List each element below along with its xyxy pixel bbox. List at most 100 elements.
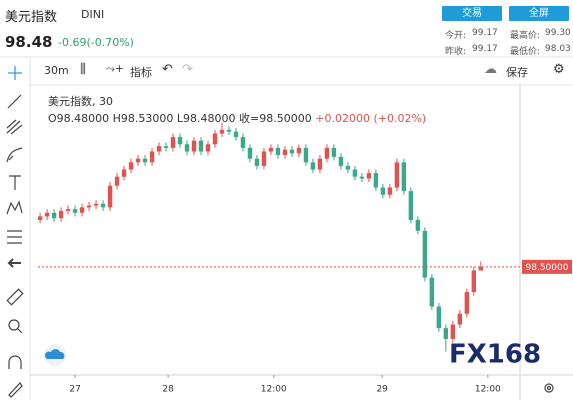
candle-body <box>163 146 169 148</box>
trade-button[interactable]: 交易 <box>442 6 502 21</box>
fib-tool[interactable] <box>6 119 23 135</box>
candle-body <box>303 147 309 163</box>
change-label: +0.02000 (+0.02%) <box>315 112 427 125</box>
candle-body <box>331 147 337 157</box>
candle-body <box>240 137 246 148</box>
trend-line-tool[interactable] <box>7 94 22 109</box>
candle-body <box>37 216 43 220</box>
cloud-icon[interactable]: ☁ <box>484 62 497 77</box>
candle-body <box>149 151 155 163</box>
x-tick-label: 29 <box>376 385 388 395</box>
zoom-tool[interactable] <box>8 319 23 334</box>
settings-button[interactable]: ⚙ <box>553 62 565 77</box>
candle-body <box>128 162 134 170</box>
ohlc-legend: O98.48000 H98.53000 L98.48000 收=98.50000… <box>48 110 426 126</box>
candle-body <box>275 147 281 156</box>
redo-button[interactable]: ↷ <box>182 62 193 77</box>
pattern-tool[interactable] <box>6 200 23 215</box>
last-price: 98.48 <box>5 33 53 51</box>
open-label: O98.48000 <box>48 112 110 125</box>
indicators-button[interactable]: 指标 <box>130 66 152 79</box>
stat-value: 99.30 <box>545 28 571 38</box>
chart-type-button[interactable]: ⫼ <box>80 62 86 77</box>
candle-body <box>387 187 393 195</box>
stat-value: 99.17 <box>472 44 498 54</box>
cloud-button[interactable] <box>44 344 66 366</box>
candle-body <box>58 210 64 219</box>
watermark: FX168 <box>449 340 541 370</box>
pencil-lock-tool[interactable] <box>8 382 23 398</box>
candle-body <box>338 156 344 166</box>
candle-body <box>380 187 386 195</box>
candle-body <box>65 209 71 211</box>
candle-body <box>51 212 57 219</box>
candle-body <box>324 147 330 159</box>
candle-body <box>100 203 106 208</box>
candle-body <box>394 162 400 188</box>
stat-label: 最低价: <box>510 47 541 57</box>
candle-body <box>135 158 141 163</box>
price-label-box <box>522 259 572 274</box>
ruler-tool[interactable] <box>6 288 24 306</box>
candle-body <box>198 140 204 152</box>
brush-tool[interactable] <box>6 147 23 163</box>
legend-title: 美元指数, 30 <box>48 95 113 108</box>
low-label: L98.48000 <box>176 112 236 125</box>
close-label: 收=98.50000 <box>239 112 312 125</box>
candle-body <box>478 266 484 271</box>
candle-body <box>79 207 85 213</box>
candle-body <box>226 129 232 132</box>
candle-body <box>170 137 176 148</box>
candle-body <box>177 137 183 145</box>
candle-body <box>450 324 456 339</box>
candle-body <box>268 147 274 152</box>
x-tick-label: 27 <box>69 385 80 395</box>
candle-body <box>296 147 302 154</box>
candle-body <box>429 277 435 307</box>
undo-button[interactable]: ↶ <box>162 62 173 77</box>
candle-body <box>310 162 316 170</box>
candle-body <box>373 173 379 188</box>
back-tool[interactable] <box>7 258 21 268</box>
candle-body <box>345 165 351 170</box>
candle-body <box>443 328 449 339</box>
instrument-name: 美元指数 <box>5 10 58 25</box>
stat-label: 今开: <box>445 31 467 41</box>
candle-body <box>156 146 162 152</box>
candle-body <box>184 144 190 152</box>
candle-body <box>261 151 267 166</box>
candle-body <box>422 230 428 278</box>
instrument-code: DINI <box>81 8 105 21</box>
candle-body <box>359 176 365 179</box>
candle-body <box>93 203 99 206</box>
stat-label: 最高价: <box>510 31 541 41</box>
x-tick-label: 12:00 <box>475 385 501 395</box>
interval-button[interactable]: 30m <box>44 64 69 77</box>
candle-body <box>366 173 372 179</box>
stat-value: 98.03 <box>545 44 571 54</box>
indicators-icon[interactable]: ⤳+ <box>106 62 125 75</box>
stat-value: 99.17 <box>472 28 498 38</box>
crosshair-tool[interactable] <box>8 66 22 80</box>
candle-body <box>401 162 407 192</box>
save-button[interactable]: 保存 <box>506 66 528 79</box>
candle-body <box>352 169 358 177</box>
fullscreen-button[interactable]: 全屏 <box>509 6 569 21</box>
candle-body <box>44 212 50 217</box>
candle-body <box>233 131 239 138</box>
high-label: H98.53000 <box>112 112 174 125</box>
magnet-tool[interactable] <box>8 355 22 369</box>
candle-body <box>86 205 92 208</box>
candle-body <box>219 129 225 134</box>
x-tick-label: 12:00 <box>261 385 287 395</box>
candle-body <box>464 292 470 314</box>
candle-body <box>142 158 148 163</box>
x-tick-label: 28 <box>162 385 174 395</box>
prediction-tool[interactable] <box>7 230 22 244</box>
candle-body <box>107 185 113 208</box>
sidebar-tools <box>6 66 24 398</box>
settings-icon[interactable] <box>544 383 554 393</box>
text-tool[interactable] <box>9 175 21 190</box>
